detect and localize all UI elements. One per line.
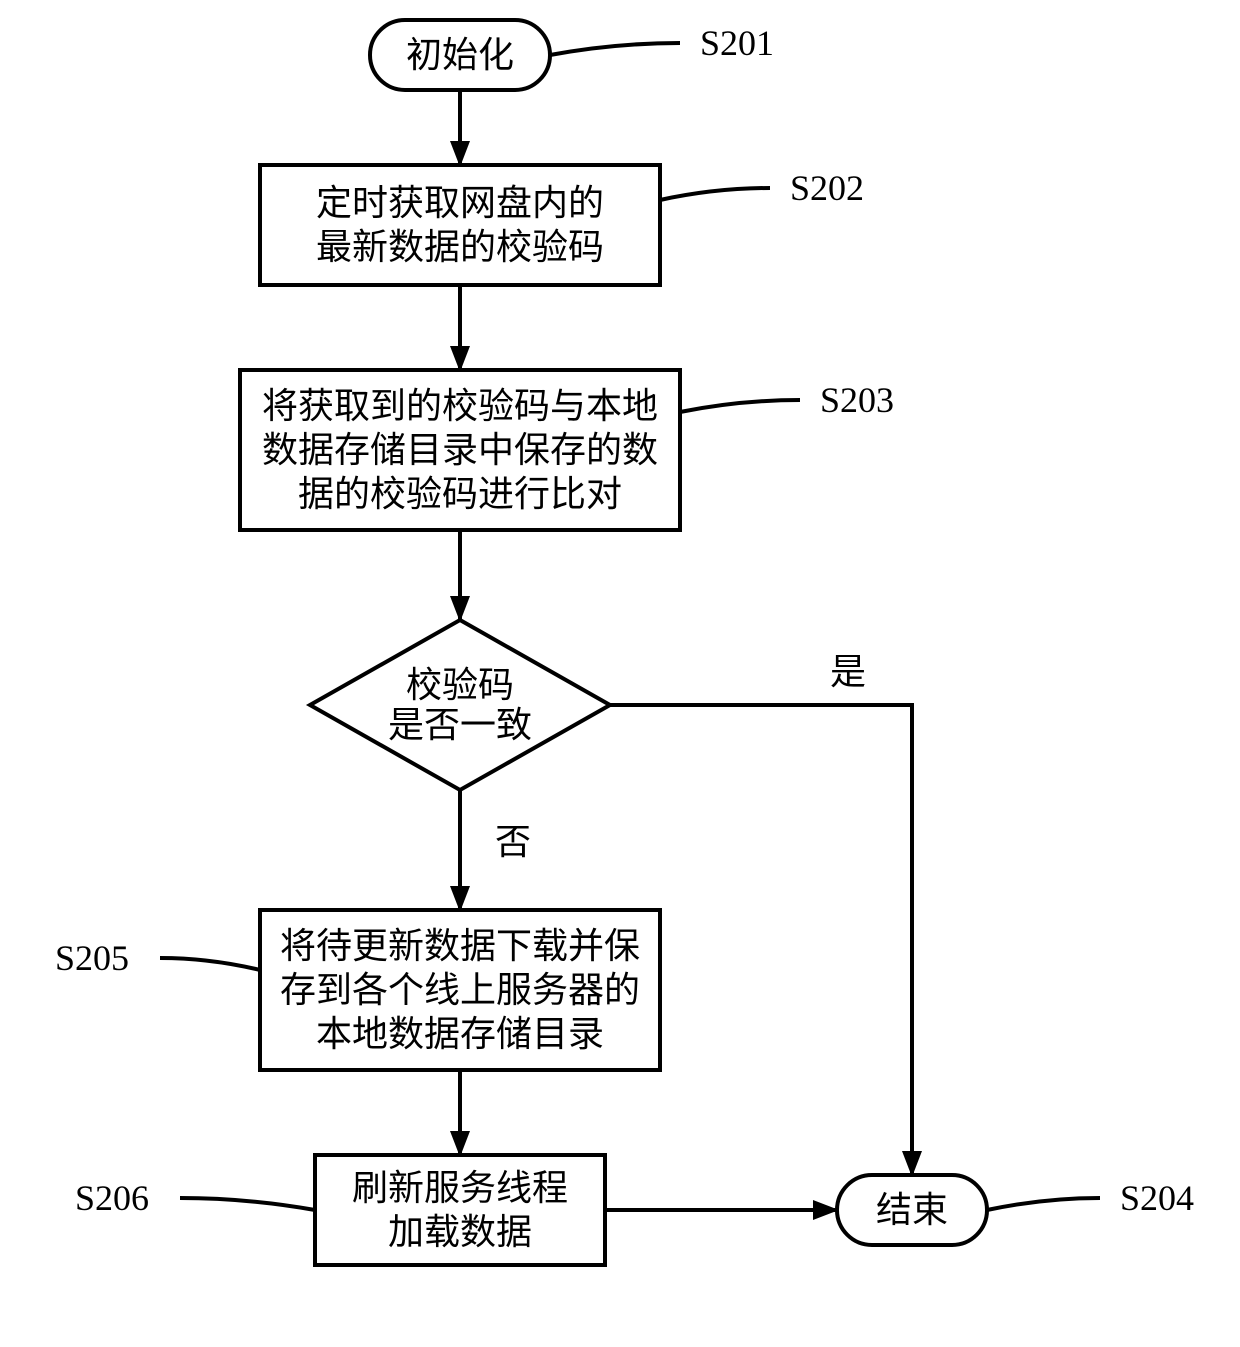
node-s205: 将待更新数据下载并保存到各个线上服务器的本地数据存储目录 <box>260 910 660 1070</box>
node-s202-text-0: 定时获取网盘内的 <box>316 183 604 223</box>
node-s201-text-0: 初始化 <box>406 35 514 75</box>
step-label-s206: S206 <box>75 1178 149 1218</box>
node-s201: 初始化 <box>370 20 550 90</box>
node-s204-text-0: 结束 <box>876 1190 948 1230</box>
step-label-s203: S203 <box>820 380 894 420</box>
node-s203-text-1: 数据存储目录中保存的数 <box>262 430 658 470</box>
leader-s205 <box>160 958 260 970</box>
node-s202-text-1: 最新数据的校验码 <box>316 227 604 267</box>
step-label-s205: S205 <box>55 938 129 978</box>
branch-label-yes: 是 <box>830 652 866 692</box>
node-s204: 结束 <box>837 1175 987 1245</box>
node-s206: 刷新服务线程加载数据 <box>315 1155 605 1265</box>
flowchart-canvas: 初始化定时获取网盘内的最新数据的校验码将获取到的校验码与本地数据存储目录中保存的… <box>0 0 1240 1347</box>
node-s203-text-2: 据的校验码进行比对 <box>298 474 622 514</box>
branch-label-no: 否 <box>495 822 531 862</box>
node-s205-text-0: 将待更新数据下载并保 <box>280 926 640 966</box>
leader-s204 <box>987 1198 1100 1210</box>
nodes-layer: 初始化定时获取网盘内的最新数据的校验码将获取到的校验码与本地数据存储目录中保存的… <box>240 20 987 1265</box>
node-s202: 定时获取网盘内的最新数据的校验码 <box>260 165 660 285</box>
node-s205-text-1: 存到各个线上服务器的 <box>280 970 640 1010</box>
node-s206-text-1: 加载数据 <box>388 1212 532 1252</box>
node-decision-text-0: 校验码 <box>406 665 514 705</box>
node-s203-text-0: 将获取到的校验码与本地 <box>262 386 658 426</box>
node-s206-text-0: 刷新服务线程 <box>352 1168 568 1208</box>
leader-s202 <box>660 188 770 200</box>
leader-s201 <box>550 43 680 55</box>
leader-s206 <box>180 1198 315 1210</box>
leader-s203 <box>680 400 800 412</box>
node-s203: 将获取到的校验码与本地数据存储目录中保存的数据的校验码进行比对 <box>240 370 680 530</box>
node-s205-text-2: 本地数据存储目录 <box>316 1014 604 1054</box>
step-label-s202: S202 <box>790 168 864 208</box>
node-decision-text-1: 是否一致 <box>388 705 532 745</box>
step-label-s204: S204 <box>1120 1178 1194 1218</box>
step-label-s201: S201 <box>700 23 774 63</box>
node-decision: 校验码是否一致 <box>310 620 610 790</box>
